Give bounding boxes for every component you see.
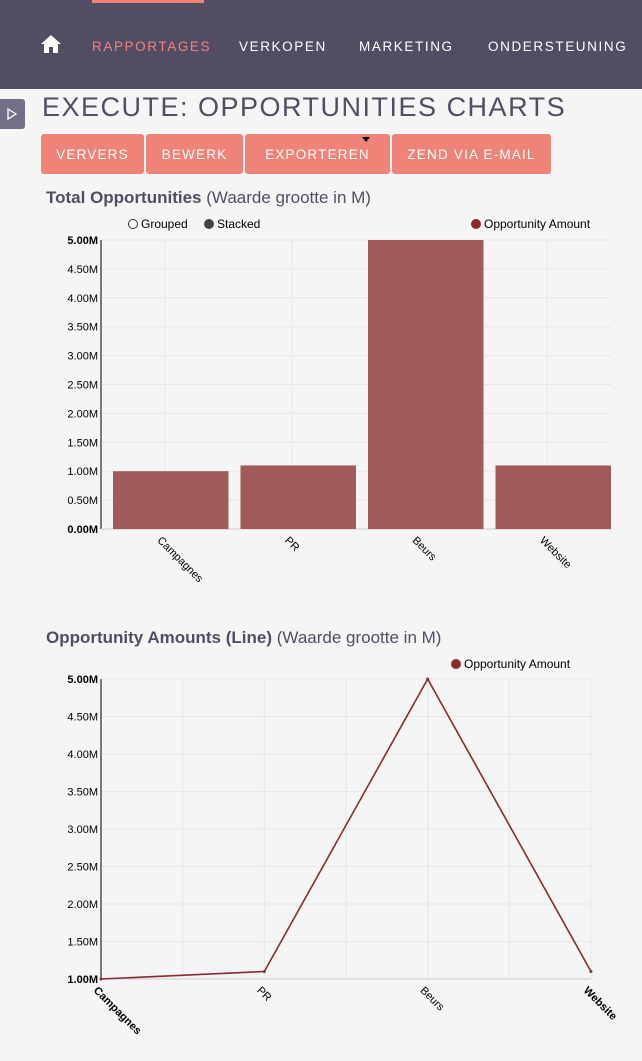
nav-item-rapportages[interactable]: RAPPORTAGES <box>92 39 212 54</box>
y-tick-label: 4.50M <box>67 264 98 276</box>
data-point <box>426 677 430 681</box>
line-chart-title: Opportunity Amounts (Line) (Waarde groot… <box>46 628 441 648</box>
y-tick-label: 3.50M <box>67 322 98 334</box>
legend-dot-icon <box>451 659 461 669</box>
y-tick-label: 1.50M <box>67 937 98 949</box>
bar <box>368 240 484 529</box>
bar <box>113 471 229 529</box>
y-tick-label: 2.50M <box>67 380 98 392</box>
radio-circle-icon <box>204 219 214 229</box>
y-tick-label: 3.50M <box>67 787 98 799</box>
y-tick-label: 2.00M <box>67 899 98 911</box>
active-tab-indicator <box>92 0 204 3</box>
bar-chart: 0.00M 0.50M 1.00M 1.50M 2.00M 2.50M 3.00M 3.50M… <box>67 235 611 586</box>
line-chart: 1.00M 1.50M 2.00M 2.50M 3.00M 3.50M 4.00M 4.50M… <box>67 674 619 1038</box>
x-tick-label: PR <box>282 535 301 554</box>
chevron-down-icon <box>362 137 370 142</box>
y-tick-label: 3.00M <box>67 824 98 836</box>
x-tick-label: Website <box>581 985 619 1023</box>
radio-circle-icon <box>128 219 138 229</box>
sidebar-toggle-button[interactable] <box>0 99 25 129</box>
series-line <box>100 677 592 980</box>
nav-item-ondersteuning[interactable]: ONDERSTEUNING <box>488 39 628 54</box>
line-chart-subtitle: (Waarde grootte in M) <box>276 628 442 647</box>
refresh-button[interactable]: VERVERS <box>41 134 144 174</box>
legend-dot-icon <box>471 219 481 229</box>
x-tick-label: Website <box>537 535 573 571</box>
y-tick-label: 4.50M <box>67 712 98 724</box>
data-point <box>262 970 266 973</box>
y-tick-label: 2.50M <box>67 862 98 874</box>
bar <box>240 465 356 529</box>
x-tick-label: Beurs <box>418 985 447 1014</box>
email-button[interactable]: ZEND VIA E-MAIL <box>392 134 551 174</box>
play-arrow-icon <box>7 108 18 120</box>
x-tick-label: PR <box>254 985 273 1004</box>
x-tick-label: Beurs <box>410 535 439 564</box>
page-title: EXECUTE: OPPORTUNITIES CHARTS <box>42 92 567 122</box>
y-tick-label: 2.00M <box>67 408 98 420</box>
nav-item-marketing[interactable]: MARKETING <box>359 39 454 54</box>
bar-legend-series-label: Opportunity Amount <box>484 217 591 231</box>
grouped-option-label: Grouped <box>141 217 188 231</box>
stacked-option[interactable]: Stacked <box>204 217 260 231</box>
bar-chart-title-text: Total Opportunities <box>46 188 202 207</box>
bar <box>495 465 611 529</box>
y-tick-label: 5.00M <box>67 235 98 247</box>
edit-button[interactable]: BEWERK <box>146 134 243 174</box>
x-tick-label: Campagnes <box>91 985 144 1038</box>
home-icon[interactable] <box>40 34 62 54</box>
grouped-option[interactable]: Grouped <box>128 217 188 231</box>
line-chart-title-text: Opportunity Amounts (Line) <box>46 628 273 647</box>
bar-chart-subtitle: (Waarde grootte in M) <box>206 188 371 207</box>
y-tick-label: 4.00M <box>67 749 98 761</box>
nav-item-verkopen[interactable]: VERKOPEN <box>239 39 327 54</box>
bar-legend-series[interactable]: Opportunity Amount <box>471 217 590 231</box>
data-point <box>589 970 593 973</box>
y-tick-label: 0.00M <box>67 524 98 536</box>
y-tick-label: 5.00M <box>67 674 98 686</box>
line-legend-series-label: Opportunity Amount <box>464 657 571 671</box>
y-tick-label: 1.00M <box>67 466 98 478</box>
line-legend-series[interactable]: Opportunity Amount <box>451 657 570 671</box>
y-tick-label: 1.00M <box>67 974 98 986</box>
y-tick-label: 4.00M <box>67 293 98 305</box>
stacked-option-label: Stacked <box>217 217 261 231</box>
data-point <box>99 977 103 981</box>
y-tick-label: 1.50M <box>67 437 98 449</box>
top-navigation-bar: RAPPORTAGES VERKOPEN MARKETING ONDERSTEU… <box>0 0 642 89</box>
bar-chart-title: Total Opportunities (Waarde grootte in M… <box>46 188 371 208</box>
y-tick-label: 0.50M <box>67 495 98 507</box>
x-tick-label: Campagnes <box>155 535 206 586</box>
y-tick-label: 3.00M <box>67 351 98 363</box>
